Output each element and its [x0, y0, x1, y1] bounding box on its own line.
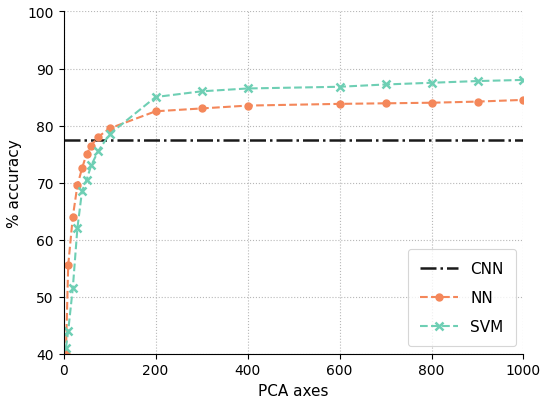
NN [95, 135, 101, 140]
SVM [244, 87, 251, 92]
NN [88, 144, 94, 149]
NN [106, 127, 113, 132]
NN [152, 110, 159, 115]
CNN [60, 138, 67, 143]
NN [474, 100, 481, 105]
SVM [152, 95, 159, 100]
Y-axis label: % accuracy: % accuracy [7, 139, 22, 228]
NN [383, 102, 389, 107]
SVM [198, 90, 205, 94]
SVM [106, 132, 113, 137]
NN [70, 215, 76, 220]
CNN [61, 138, 67, 143]
SVM [428, 81, 435, 86]
NN [244, 104, 251, 109]
SVM [74, 226, 81, 231]
SVM [88, 164, 94, 168]
NN [428, 101, 435, 106]
NN [520, 98, 527, 103]
NN [83, 152, 90, 157]
SVM [383, 83, 389, 88]
X-axis label: PCA axes: PCA axes [258, 383, 329, 398]
SVM [79, 189, 85, 194]
NN [62, 352, 69, 356]
Line: NN: NN [62, 97, 527, 357]
SVM [520, 78, 527, 83]
SVM [83, 178, 90, 183]
NN [336, 102, 343, 107]
SVM [336, 85, 343, 90]
SVM [65, 329, 71, 334]
NN [79, 166, 85, 171]
NN [74, 183, 81, 188]
SVM [62, 346, 69, 351]
NN [65, 263, 71, 268]
SVM [95, 149, 101, 154]
Line: SVM: SVM [62, 77, 528, 352]
Legend: CNN, NN, SVM: CNN, NN, SVM [408, 249, 516, 346]
SVM [474, 79, 481, 84]
NN [198, 107, 205, 112]
SVM [70, 286, 76, 291]
